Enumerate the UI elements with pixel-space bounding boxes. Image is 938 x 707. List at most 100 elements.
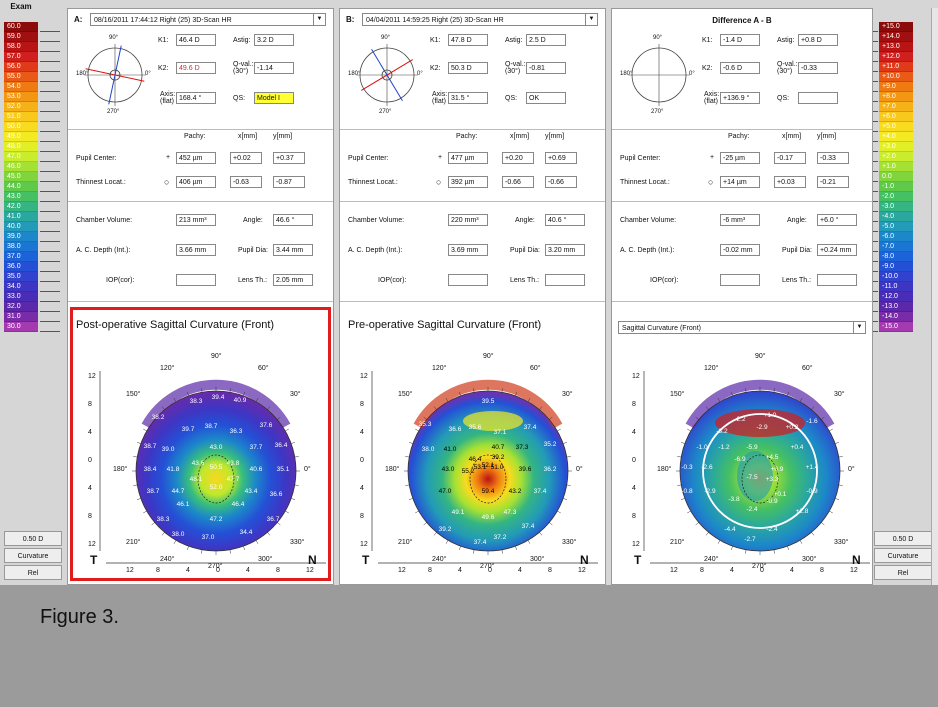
ac-depth-field[interactable]: 3.66 mm (176, 244, 216, 256)
qval-field[interactable]: -1.14 (254, 62, 294, 74)
exam-a-select[interactable]: 08/16/2011 17:44:12 Right (25) 3D-Scan H… (90, 13, 326, 26)
k1-field[interactable]: -1.4 D (720, 34, 760, 46)
k1-field[interactable]: 47.8 D (448, 34, 488, 46)
pupil-y-field[interactable]: +0.69 (545, 152, 577, 164)
pupil-dia-field[interactable]: 3.44 mm (273, 244, 313, 256)
compass-degree-label: 90° (653, 35, 663, 41)
chamber-volume-field[interactable]: 213 mm³ (176, 214, 216, 226)
scale-step-button[interactable]: 0.50 D (4, 531, 62, 546)
y-tick-label: 8 (360, 401, 364, 408)
pupil-center-label: Pupil Center: (620, 155, 661, 162)
map-mode-button[interactable]: Rel (4, 565, 62, 580)
pachy-center-field[interactable]: -25 µm (720, 152, 760, 164)
axis-field[interactable]: +136.9 ° (720, 92, 760, 104)
map-svg: 38.3 39.4 40.9 38.2 39.7 38.7 36.3 37.6 38.7 39.0… (99, 371, 326, 564)
astig-field[interactable]: 3.2 D (254, 34, 294, 46)
compass-degree-label: 0° (417, 71, 423, 77)
map-value-label: -0.9 (766, 498, 778, 505)
k2-field[interactable]: 49.6 D (176, 62, 216, 74)
nasal-label: N (308, 553, 317, 567)
diff-map-mode-button[interactable]: Rel (874, 565, 932, 580)
axis-field[interactable]: 31.5 ° (448, 92, 488, 104)
iop-field[interactable] (720, 274, 760, 286)
astig-label: Astig: (777, 37, 795, 44)
ac-depth-field[interactable]: 3.69 mm (448, 244, 488, 256)
pupil-x-field[interactable]: +0.20 (502, 152, 534, 164)
pupil-y-field[interactable]: -0.33 (817, 152, 849, 164)
pachy-thin-field[interactable]: 392 µm (448, 176, 488, 188)
qs-field[interactable] (798, 92, 838, 104)
lens-th-field[interactable] (545, 274, 585, 286)
thin-y-field[interactable]: -0.21 (817, 176, 849, 188)
chamber-volume-field[interactable]: 220 mm³ (448, 214, 488, 226)
diff-map-select[interactable]: Sagittal Curvature (Front) ▼ (618, 321, 866, 334)
map-value-label: 35.1 (277, 466, 290, 473)
iop-field[interactable] (448, 274, 488, 286)
y-tick-label: 4 (88, 485, 92, 492)
pachy-center-field[interactable]: 452 µm (176, 152, 216, 164)
map-value-label: -1.6 (806, 418, 818, 425)
x-tick-label: 8 (428, 567, 432, 574)
map-value-label: -4.4 (724, 526, 736, 533)
k2-label: K2: (702, 65, 713, 72)
pupil-dia-field[interactable]: +0.24 mm (817, 244, 857, 256)
pachy-thin-field[interactable]: 406 µm (176, 176, 216, 188)
ac-depth-field[interactable]: -0.02 mm (720, 244, 760, 256)
angle-field[interactable]: 40.6 ° (545, 214, 585, 226)
map-value-label: 43.8 (227, 460, 240, 467)
x-mm-header: x[mm] (510, 133, 530, 140)
qs-field[interactable]: Model I (254, 92, 294, 104)
chamber-volume-field[interactable]: -6 mm³ (720, 214, 760, 226)
qval-field[interactable]: -0.81 (526, 62, 566, 74)
chevron-down-icon[interactable]: ▼ (585, 14, 597, 25)
thin-x-field[interactable]: -0.63 (230, 176, 262, 188)
thin-y-field[interactable]: -0.87 (273, 176, 305, 188)
thin-x-field[interactable]: -0.66 (502, 176, 534, 188)
map-value-label: 35.3 (419, 421, 432, 428)
exam-b-select[interactable]: 04/04/2011 14:59:25 Right (25) 3D-Scan H… (362, 13, 598, 26)
pupil-x-field[interactable]: -0.17 (774, 152, 806, 164)
pupil-y-field[interactable]: +0.37 (273, 152, 305, 164)
map-degree-label: 180° (113, 466, 128, 473)
diff-map-type-button[interactable]: Curvature (874, 548, 932, 563)
map-type-button[interactable]: Curvature (4, 548, 62, 563)
pupil-x-field[interactable]: +0.02 (230, 152, 262, 164)
vertical-scrollbar[interactable] (931, 8, 938, 585)
compass-svg (84, 44, 146, 106)
qs-field[interactable]: OK (526, 92, 566, 104)
lens-th-field[interactable] (817, 274, 857, 286)
scale-cell: +13.0 (879, 42, 913, 52)
pupil-dia-field[interactable]: 3.20 mm (545, 244, 585, 256)
astig-field[interactable]: +0.8 D (798, 34, 838, 46)
pachy-thin-field[interactable]: +14 µm (720, 176, 760, 188)
qval-sub-label: (30°) (505, 68, 521, 75)
thin-x-field[interactable]: +0.03 (774, 176, 806, 188)
axis-field[interactable]: 168.4 ° (176, 92, 216, 104)
color-scale-left: Exam 60.0 59.0 58.0 57.0 56.0 55.0 54.0 53.0 52.… (4, 2, 38, 332)
k1-field[interactable]: 46.4 D (176, 34, 216, 46)
scale-tick (40, 242, 60, 252)
chamber-volume-label: Chamber Volume: (76, 217, 133, 224)
astig-field[interactable]: 2.5 D (526, 34, 566, 46)
angle-field[interactable]: 46.6 ° (273, 214, 313, 226)
map-degree-label: 90° (483, 353, 494, 360)
scale-cell: 49.0 (4, 132, 38, 142)
scale-cell: -10.0 (879, 272, 913, 282)
thin-y-field[interactable]: -0.66 (545, 176, 577, 188)
iop-field[interactable] (176, 274, 216, 286)
chevron-down-icon[interactable]: ▼ (313, 14, 325, 25)
section-divider (340, 129, 605, 130)
map-value-label: -1.0 (696, 444, 708, 451)
qval-field[interactable]: -0.33 (798, 62, 838, 74)
angle-field[interactable]: +6.0 ° (817, 214, 857, 226)
k2-field[interactable]: 50.3 D (448, 62, 488, 74)
lens-th-field[interactable]: 2.05 mm (273, 274, 313, 286)
angle-label: Angle: (515, 217, 535, 224)
chevron-down-icon[interactable]: ▼ (853, 322, 865, 333)
chamber-volume-label: Chamber Volume: (348, 217, 405, 224)
k2-field[interactable]: -0.6 D (720, 62, 760, 74)
panel-difference: Difference A - B 90° 270° 180° 0° Sagittal … (611, 8, 873, 585)
pachy-center-field[interactable]: 477 µm (448, 152, 488, 164)
diff-scale-step-button[interactable]: 0.50 D (874, 531, 932, 546)
color-scale-right: +15.0 +14.0 +13.0 +12.0 +11.0 +10.0 +9.0 +8.0 +7… (879, 22, 913, 332)
